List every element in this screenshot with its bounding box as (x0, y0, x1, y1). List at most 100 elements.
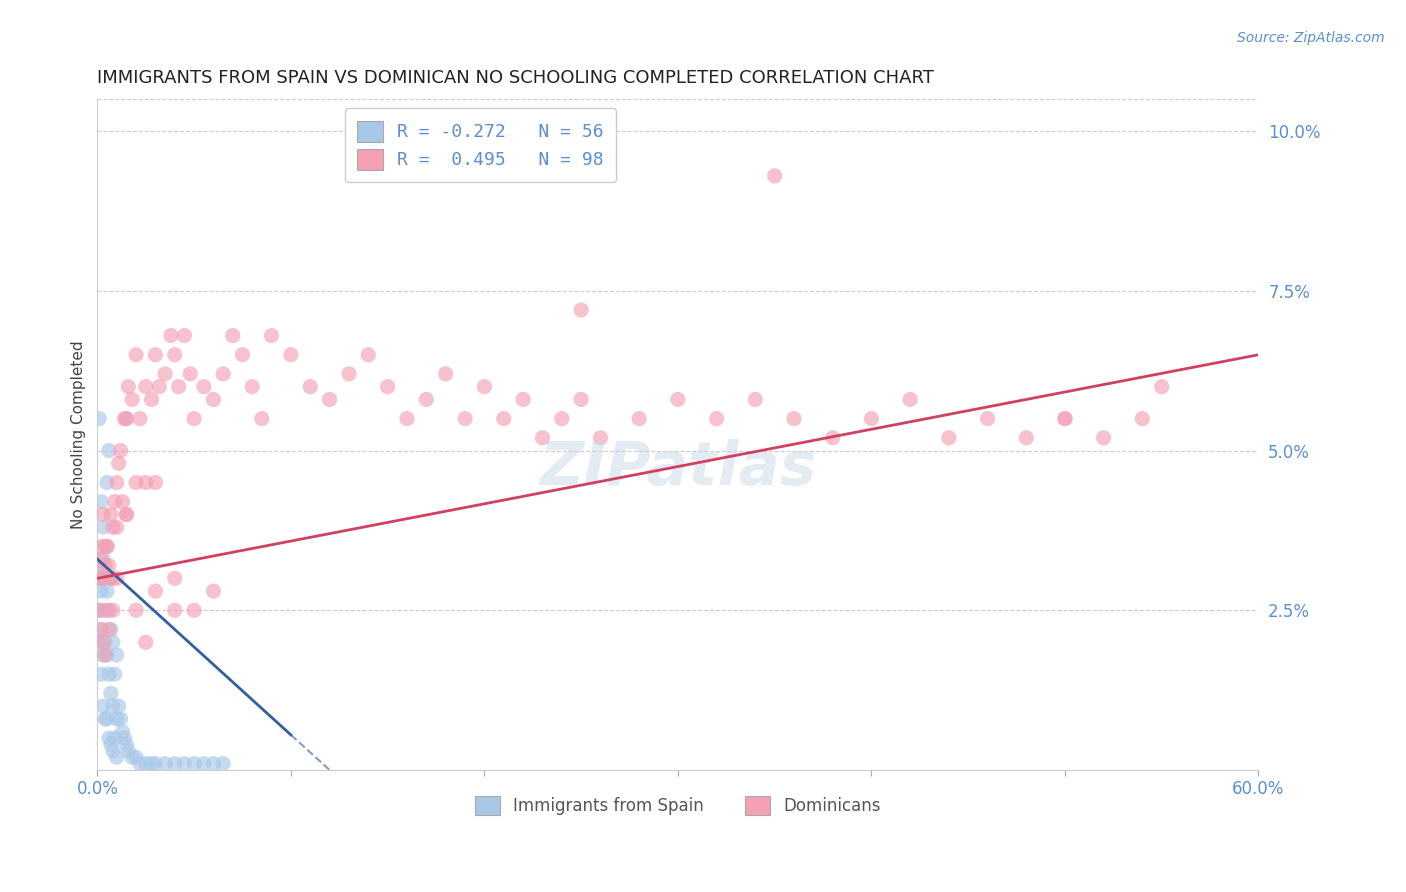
Point (135, 475, 157, 490)
Point (202, 392, 225, 407)
Point (89, 603, 111, 617)
Point (97, 731, 120, 745)
Point (145, 756, 167, 771)
Point (357, 348, 380, 362)
Point (110, 712, 132, 726)
Point (706, 411, 728, 425)
Point (173, 756, 195, 771)
Point (183, 411, 205, 425)
Point (121, 392, 143, 407)
Text: ZIPatlas: ZIPatlas (540, 439, 817, 498)
Point (115, 508, 138, 522)
Point (107, 456, 129, 470)
Point (111, 724, 134, 739)
Point (100, 508, 122, 522)
Point (666, 392, 689, 407)
Point (318, 392, 340, 407)
Point (90, 552, 112, 566)
Point (395, 411, 418, 425)
Point (141, 756, 163, 771)
Point (94, 571, 117, 585)
Point (97, 623, 120, 637)
Point (115, 738, 138, 752)
Point (105, 571, 128, 585)
Point (101, 744, 124, 758)
Point (91, 508, 114, 522)
Point (114, 411, 136, 425)
Y-axis label: No Schooling Completed: No Schooling Completed (72, 340, 86, 529)
Point (976, 411, 998, 425)
Point (115, 411, 138, 425)
Point (202, 584, 225, 599)
Point (193, 379, 215, 393)
Point (91, 648, 114, 662)
Point (212, 756, 235, 771)
Point (121, 750, 143, 764)
Point (115, 508, 138, 522)
Point (94, 558, 117, 573)
Point (231, 348, 253, 362)
Point (531, 431, 554, 445)
Point (96, 648, 118, 662)
Point (96, 584, 118, 599)
Point (454, 411, 477, 425)
Point (90, 540, 112, 554)
Point (104, 494, 127, 508)
Point (125, 750, 148, 764)
Point (94, 648, 117, 662)
Point (129, 756, 152, 771)
Point (167, 379, 190, 393)
Point (91, 571, 114, 585)
Point (90, 584, 112, 599)
Point (153, 367, 176, 381)
Point (129, 411, 152, 425)
Point (183, 756, 205, 771)
Point (153, 756, 176, 771)
Point (89, 635, 111, 649)
Point (148, 379, 170, 393)
Point (240, 379, 263, 393)
Point (104, 731, 127, 745)
Point (101, 571, 124, 585)
Point (100, 686, 122, 700)
Point (101, 635, 124, 649)
Point (551, 411, 574, 425)
Point (145, 348, 167, 362)
Point (145, 584, 167, 599)
Point (91, 552, 114, 566)
Point (135, 756, 157, 771)
Point (280, 348, 302, 362)
Point (101, 520, 124, 534)
Point (222, 328, 245, 343)
Point (101, 603, 124, 617)
Point (135, 635, 157, 649)
Point (1130, 411, 1153, 425)
Point (91, 603, 114, 617)
Point (94, 540, 117, 554)
Point (105, 750, 128, 764)
Point (179, 367, 201, 381)
Point (1053, 411, 1076, 425)
Point (1092, 431, 1115, 445)
Point (125, 475, 148, 490)
Point (783, 411, 806, 425)
Point (860, 411, 883, 425)
Point (183, 603, 205, 617)
Point (145, 475, 167, 490)
Point (90, 667, 112, 681)
Point (125, 603, 148, 617)
Point (115, 411, 138, 425)
Point (97, 603, 120, 617)
Point (94, 712, 117, 726)
Point (1015, 431, 1038, 445)
Text: IMMIGRANTS FROM SPAIN VS DOMINICAN NO SCHOOLING COMPLETED CORRELATION CHART: IMMIGRANTS FROM SPAIN VS DOMINICAN NO SC… (97, 69, 934, 87)
Point (89, 411, 111, 425)
Point (94, 635, 117, 649)
Point (141, 392, 163, 407)
Point (97, 667, 120, 681)
Point (117, 379, 139, 393)
Point (415, 392, 437, 407)
Point (96, 540, 118, 554)
Point (160, 328, 183, 343)
Point (110, 443, 132, 458)
